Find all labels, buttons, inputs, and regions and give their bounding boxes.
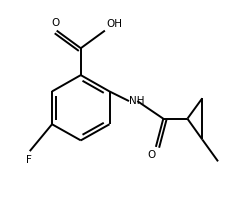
Text: F: F	[26, 155, 32, 165]
Text: NH: NH	[129, 96, 145, 106]
Text: O: O	[148, 150, 156, 160]
Text: O: O	[52, 18, 60, 28]
Text: OH: OH	[106, 19, 122, 29]
